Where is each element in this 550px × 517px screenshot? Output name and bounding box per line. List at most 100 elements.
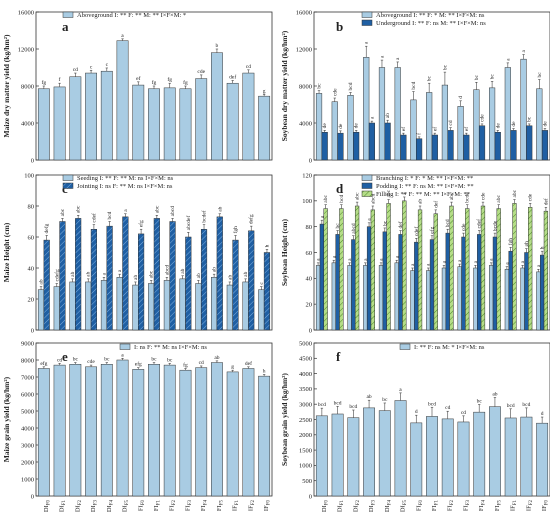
- bar: [410, 422, 423, 497]
- data-label: cdef: [476, 219, 483, 229]
- legend-entry: I: ns F: ** M: ns I×F×M: ns: [134, 344, 207, 351]
- bar: [37, 368, 50, 497]
- bar: [363, 265, 368, 331]
- y-tick-label: 0: [31, 157, 34, 164]
- bar: [148, 283, 155, 331]
- bar: [321, 132, 328, 161]
- data-label: ab: [366, 394, 371, 400]
- y-axis-label: Maize dry matter yield (kg/hm²): [2, 34, 11, 137]
- bar: [331, 262, 336, 331]
- bar: [402, 200, 407, 331]
- legend-entry: Aboveground I: ** F: * M: ** I×F×M: ns: [376, 12, 485, 19]
- legend-entry: Podding I: ** F: ns M: ** I×F×M: **: [376, 183, 474, 190]
- data-label: ef: [431, 127, 438, 131]
- data-label: g: [263, 88, 266, 94]
- y-tick-label: 80: [306, 224, 313, 231]
- data-label: efg: [138, 220, 145, 227]
- y-tick-label: 0: [31, 493, 34, 500]
- legend-entry: Seeding I: ** F: ** M: ns I×F×M: ns: [77, 175, 174, 182]
- bar: [232, 239, 239, 331]
- legend-swatch: [361, 174, 373, 181]
- y-tick-label: 7000: [21, 374, 34, 381]
- data-label: ef: [463, 127, 470, 131]
- bar: [457, 421, 470, 497]
- bar: [335, 234, 340, 331]
- bar: [445, 232, 450, 331]
- bar: [347, 95, 354, 161]
- data-label: ab: [39, 279, 45, 284]
- bar: [59, 221, 66, 331]
- data-label: h: [263, 368, 266, 374]
- data-label: abcd: [351, 223, 357, 234]
- x-tick-label: DIF1: [337, 500, 346, 513]
- bar: [100, 364, 113, 497]
- panel-a: 0 4000 8000 12000 16000 Maize dry matter yiel…: [2, 9, 273, 164]
- data-label: bc: [490, 74, 496, 80]
- bar: [85, 366, 97, 497]
- x-tick-label: DIF1: [59, 500, 68, 513]
- bar: [53, 364, 66, 497]
- data-label: ab: [214, 355, 219, 361]
- bar: [520, 58, 527, 161]
- bar: [504, 67, 511, 161]
- panel-f: 0 500 1000 1500 2000 2500 3000 3500 4000 4500 5000…: [280, 340, 550, 512]
- y-tick-label: 8000: [21, 357, 34, 364]
- bar: [489, 87, 496, 161]
- bar: [447, 130, 454, 161]
- bar: [370, 209, 375, 331]
- y-tick-label: 3000: [299, 402, 312, 409]
- bar: [473, 411, 486, 497]
- bar: [200, 229, 208, 331]
- bar: [69, 364, 82, 497]
- data-label: bcd: [411, 81, 417, 89]
- data-label: cdef: [90, 213, 97, 223]
- data-label: cd: [461, 410, 466, 416]
- y-tick-label: 5000: [21, 408, 34, 415]
- data-label: ab: [243, 271, 249, 276]
- x-tick-label: IFF1: [232, 500, 241, 512]
- y-tick-label: 3500: [299, 386, 312, 393]
- bar: [100, 280, 108, 331]
- x-tick-label: IFF0: [541, 500, 550, 512]
- bar: [116, 40, 129, 161]
- data-label: cd: [246, 64, 251, 70]
- x-tick-label: DIF5: [400, 500, 409, 513]
- y-tick-label: 6000: [21, 391, 34, 398]
- data-label: d: [458, 96, 464, 99]
- panel-label: e: [62, 349, 68, 364]
- data-label: cdef: [413, 227, 420, 237]
- bar: [100, 70, 113, 161]
- y-tick-label: 5000: [299, 340, 312, 347]
- data-label: abc: [386, 189, 392, 197]
- bar: [520, 416, 533, 497]
- bar: [449, 205, 454, 331]
- bar: [461, 236, 466, 331]
- bar: [85, 72, 97, 161]
- data-label: ab: [385, 113, 391, 118]
- data-label: abc: [355, 192, 361, 200]
- data-label: def: [542, 198, 549, 205]
- data-label: ab: [70, 271, 76, 276]
- x-tick-label: IFF1: [510, 500, 519, 512]
- y-tick-label: 0: [31, 327, 34, 334]
- x-tick-label: DIF3: [90, 500, 99, 513]
- bar: [75, 218, 82, 331]
- data-label: bc: [537, 72, 543, 78]
- legend-swatch: [62, 11, 74, 18]
- bar: [195, 367, 208, 497]
- data-label: c: [259, 282, 265, 285]
- bar: [216, 216, 223, 331]
- bar: [148, 88, 160, 161]
- data-label: cd: [445, 405, 450, 411]
- bar: [319, 223, 325, 331]
- y-tick-label: 1000: [21, 476, 34, 483]
- x-tick-label: DIF0: [321, 500, 330, 513]
- bar: [53, 86, 66, 161]
- y-tick-label: 80: [28, 203, 35, 210]
- y-tick-label: 0: [309, 157, 312, 164]
- legend-swatch: [399, 343, 411, 350]
- data-label: def: [432, 201, 439, 208]
- bar: [541, 130, 549, 161]
- data-label: cde: [461, 223, 467, 231]
- legend-swatch: [361, 11, 373, 18]
